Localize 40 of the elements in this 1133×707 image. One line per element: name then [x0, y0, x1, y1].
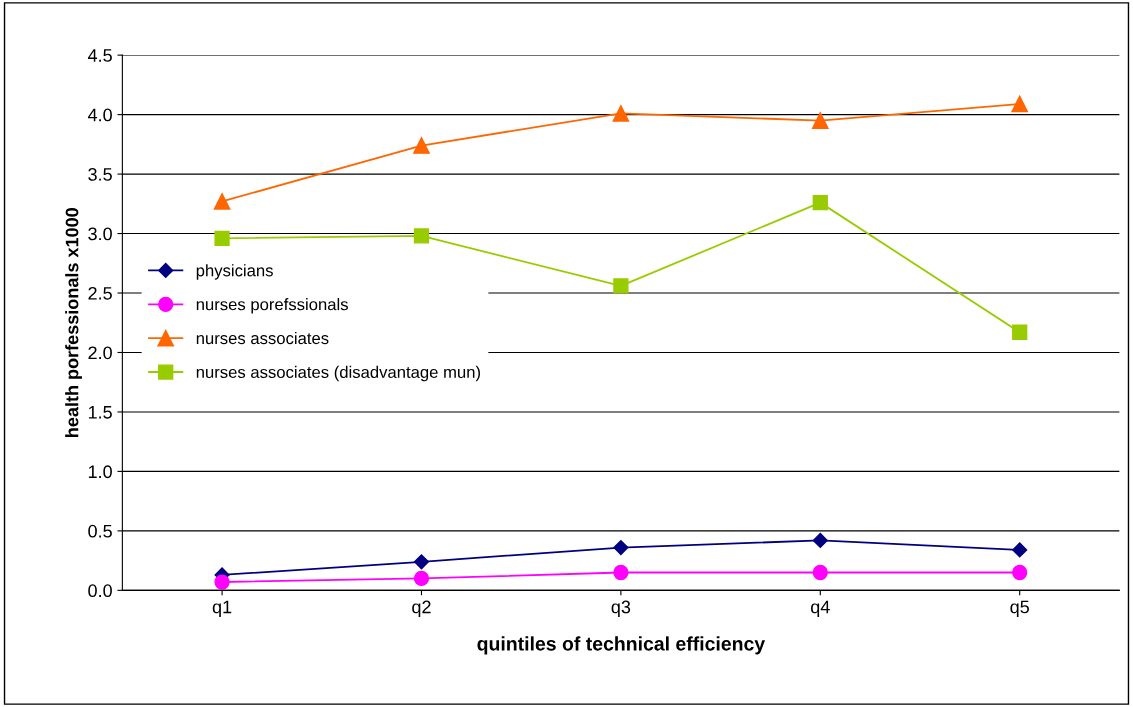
point [613, 539, 629, 556]
point [612, 105, 630, 122]
point [1011, 95, 1029, 113]
x-axis-title: quintiles of technical efficiency [477, 636, 766, 655]
point [1012, 564, 1028, 581]
point [413, 554, 430, 570]
point [214, 230, 230, 246]
y-tick-label: 3.0 [88, 227, 112, 241]
x-tick-label: q1 [212, 600, 232, 617]
legend-label: nurses associates (disadvantage mun) [196, 365, 480, 382]
point [413, 570, 430, 587]
point [413, 228, 430, 244]
point [811, 112, 829, 129]
y-tick-label: 4.5 [87, 49, 112, 62]
y-tick-label: 0.0 [88, 584, 112, 598]
y-tick-label: 2.5 [88, 286, 112, 300]
point [413, 137, 430, 154]
y-axis-title: health porfessionals x1000 [65, 208, 82, 437]
y-tick-label: 2.0 [88, 346, 112, 360]
point [812, 564, 828, 581]
x-tick-label: q4 [811, 600, 830, 617]
x-tick-label: q2 [412, 600, 431, 617]
point [1012, 324, 1028, 340]
y-tick-label: 4.0 [87, 108, 112, 122]
point [613, 564, 629, 581]
y-tick-label: 3.5 [88, 168, 112, 181]
y-tick-label: 0.5 [88, 524, 112, 538]
point [1012, 542, 1028, 558]
legend-label: nurses porefssionals [196, 298, 348, 314]
point [213, 193, 231, 210]
y-tick-label: 1.5 [88, 406, 112, 419]
x-tick-label: q5 [1010, 600, 1029, 617]
point [812, 194, 828, 211]
point [613, 278, 629, 294]
point [214, 574, 230, 590]
legend-label: nurses associates [196, 331, 329, 345]
y-tick-label: 1.0 [88, 465, 112, 479]
x-tick-label: q3 [611, 600, 631, 617]
legend-label: physicians [196, 264, 273, 280]
point [812, 532, 828, 548]
